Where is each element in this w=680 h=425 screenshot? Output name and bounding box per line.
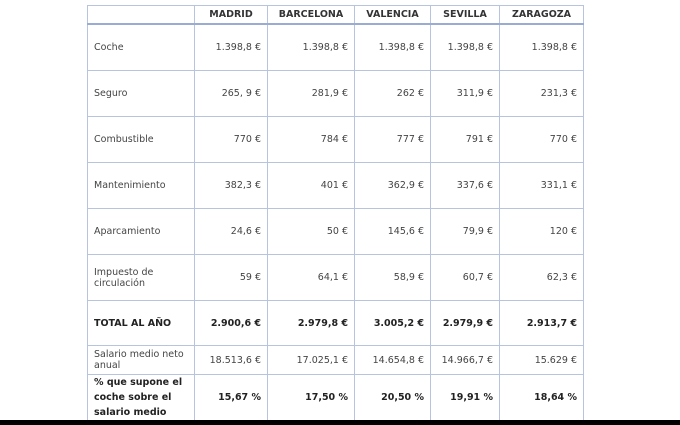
table-row: Aparcamiento 24,6 €50 €145,6 €79,9 €120 € <box>87 208 584 255</box>
cell-value: 18,64 % <box>499 374 584 421</box>
cell-value: 15,67 % <box>194 374 268 421</box>
cell-value: 362,9 € <box>354 162 431 209</box>
cell-value: 20,50 % <box>354 374 431 421</box>
column-header: VALENCIA <box>354 5 431 25</box>
table-row: Coche 1.398,8 €1.398,8 €1.398,8 €1.398,8 … <box>87 23 584 71</box>
cell-value: 401 € <box>267 162 355 209</box>
row-label: Salario medio neto anual <box>87 345 195 375</box>
cell-value: 1.398,8 € <box>354 23 431 71</box>
table-row: % que supone el coche sobre el salario m… <box>87 374 584 421</box>
cell-value: 311,9 € <box>430 70 500 117</box>
cell-value: 777 € <box>354 116 431 163</box>
header-row: MADRID BARCELONA VALENCIA SEVILLA ZARAGOZA <box>87 5 584 25</box>
cell-value: 18.513,6 € <box>194 345 268 375</box>
cell-value: 382,3 € <box>194 162 268 209</box>
row-label: Impuesto de circulación <box>87 254 195 301</box>
car-cost-table: MADRID BARCELONA VALENCIA SEVILLA ZARAGOZA C… <box>87 5 584 421</box>
cell-value: 17.025,1 € <box>267 345 355 375</box>
cell-value: 2.979,8 € <box>267 300 355 346</box>
column-header: SEVILLA <box>430 5 500 25</box>
cell-value: 145,6 € <box>354 208 431 255</box>
cell-value: 770 € <box>499 116 584 163</box>
cell-value: 2.913,7 € <box>499 300 584 346</box>
row-label: Coche <box>87 23 195 71</box>
cell-value: 59 € <box>194 254 268 301</box>
row-label: Mantenimiento <box>87 162 195 209</box>
column-header: ZARAGOZA <box>499 5 584 25</box>
cell-value: 1.398,8 € <box>267 23 355 71</box>
cell-value: 50 € <box>267 208 355 255</box>
cell-value: 15.629 € <box>499 345 584 375</box>
cell-value: 791 € <box>430 116 500 163</box>
row-label: TOTAL AL AÑO <box>87 300 195 346</box>
cell-value: 19,91 % <box>430 374 500 421</box>
cell-value: 62,3 € <box>499 254 584 301</box>
row-label: Combustible <box>87 116 195 163</box>
cell-value: 2.900,6 € <box>194 300 268 346</box>
cell-value: 120 € <box>499 208 584 255</box>
table-row: Seguro 265, 9 €281,9 €262 €311,9 €231,3 € <box>87 70 584 117</box>
table-row: Salario medio neto anual 18.513,6 €17.025… <box>87 345 584 375</box>
cell-value: 14.654,8 € <box>354 345 431 375</box>
cell-value: 770 € <box>194 116 268 163</box>
cell-value: 1.398,8 € <box>499 23 584 71</box>
cell-value: 265, 9 € <box>194 70 268 117</box>
cell-value: 64,1 € <box>267 254 355 301</box>
cell-value: 58,9 € <box>354 254 431 301</box>
table-row: Impuesto de circulación 59 €64,1 €58,9 €6… <box>87 254 584 301</box>
row-label: % que supone el coche sobre el salario m… <box>87 374 195 421</box>
cell-value: 24,6 € <box>194 208 268 255</box>
cell-value: 60,7 € <box>430 254 500 301</box>
cell-value: 79,9 € <box>430 208 500 255</box>
cell-value: 2.979,9 € <box>430 300 500 346</box>
cell-value: 331,1 € <box>499 162 584 209</box>
cell-value: 784 € <box>267 116 355 163</box>
column-header <box>87 5 195 25</box>
table-row: Mantenimiento 382,3 €401 €362,9 €337,6 €3… <box>87 162 584 209</box>
cell-value: 1.398,8 € <box>194 23 268 71</box>
cell-value: 281,9 € <box>267 70 355 117</box>
cell-value: 1.398,8 € <box>430 23 500 71</box>
cell-value: 14.966,7 € <box>430 345 500 375</box>
cell-value: 262 € <box>354 70 431 117</box>
column-header: BARCELONA <box>267 5 355 25</box>
row-label: Seguro <box>87 70 195 117</box>
table-row: TOTAL AL AÑO 2.900,6 €2.979,8 €3.005,2 €2… <box>87 300 584 346</box>
cell-value: 3.005,2 € <box>354 300 431 346</box>
row-label: Aparcamiento <box>87 208 195 255</box>
cell-value: 17,50 % <box>267 374 355 421</box>
column-header: MADRID <box>194 5 268 25</box>
cell-value: 337,6 € <box>430 162 500 209</box>
table-row: Combustible 770 €784 €777 €791 €770 € <box>87 116 584 163</box>
bottom-bar <box>0 420 680 425</box>
cell-value: 231,3 € <box>499 70 584 117</box>
